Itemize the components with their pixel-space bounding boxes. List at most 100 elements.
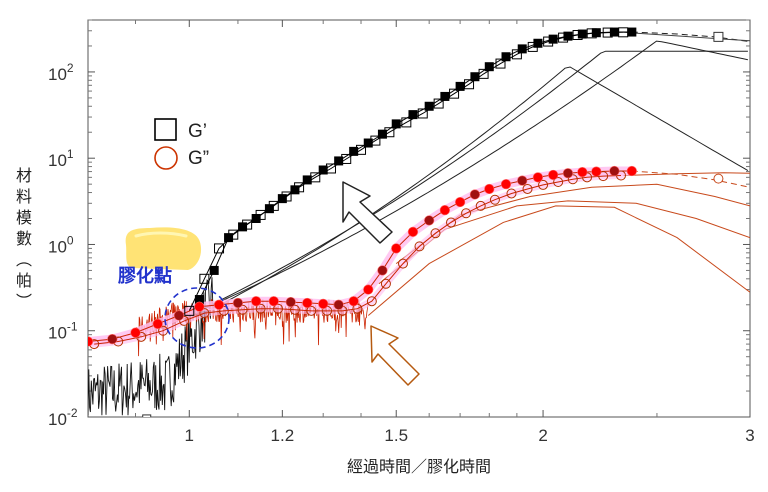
gel-blob-icon	[125, 227, 202, 270]
loss-point-filled	[363, 284, 374, 295]
storage-point-open	[228, 229, 239, 240]
loss-point-filled	[626, 165, 637, 177]
loss-point-open	[255, 303, 266, 314]
storage-point-open	[341, 153, 352, 164]
x-tick-label: 3	[745, 426, 754, 445]
loss-point-filled	[173, 310, 185, 321]
storage-point-filled	[318, 165, 328, 175]
loss-point-filled	[285, 296, 296, 308]
loss-point-filled	[348, 296, 359, 307]
loss-point-filled	[302, 297, 313, 309]
loss-point-filled	[455, 196, 466, 208]
loss-point-filled	[232, 297, 244, 309]
x-tick-label: 1.5	[384, 426, 408, 445]
storage-point-open	[281, 191, 292, 202]
loss-point-open	[430, 228, 441, 239]
loss-point-filled	[194, 301, 205, 312]
loss-point-filled	[517, 175, 528, 186]
storage-point-open	[478, 68, 489, 79]
loss-point-filled	[577, 167, 588, 178]
loss-point-open	[199, 308, 210, 319]
loss-point-filled	[130, 327, 141, 338]
y-tick-label: 10-1	[48, 320, 78, 343]
storage-point-filled	[455, 81, 465, 91]
storage-point-filled	[349, 146, 359, 156]
storage-point-open	[433, 98, 444, 109]
loss-point-open	[289, 304, 300, 315]
loss-point-filled	[532, 172, 544, 183]
storage-point-open	[384, 127, 395, 138]
loss-end-marker	[713, 173, 724, 184]
loss-point-filled	[424, 215, 435, 226]
loss-point-open	[306, 305, 317, 316]
y-axis-title: 材料模數︵帕︶	[16, 166, 32, 311]
loss-point-filled	[391, 243, 402, 254]
loss-point-open	[522, 183, 533, 194]
model-curve-storage	[189, 50, 748, 316]
loss-point-open	[489, 194, 500, 205]
storage-point-open	[199, 273, 210, 284]
gel-point-circle	[164, 287, 230, 349]
storage-point-filled	[609, 27, 619, 37]
model-curve-loss-dashed	[631, 170, 750, 188]
loss-point-filled	[107, 333, 118, 345]
storage-point-open	[464, 79, 475, 90]
loss-line-2	[94, 175, 622, 345]
storage-point-filled	[548, 34, 558, 44]
loss-point-filled	[251, 296, 262, 307]
loss-point-open	[414, 241, 425, 252]
storage-point-filled	[533, 38, 543, 48]
loss-point-open	[538, 179, 549, 190]
storage-point-filled	[408, 110, 418, 120]
model-curve-upper	[623, 31, 750, 42]
loss-point-open	[273, 303, 284, 314]
legend-label-loss: G”	[188, 148, 209, 169]
storage-point-open	[449, 88, 460, 99]
legend: G’ G”	[154, 118, 209, 170]
y-tick-label: 100	[48, 233, 74, 256]
model-curve-storage	[199, 66, 749, 316]
storage-point-open	[495, 58, 506, 69]
loss-point-open	[553, 176, 564, 187]
storage-point-filled	[377, 129, 387, 139]
storage-point-open	[602, 27, 613, 38]
storage-point-filled	[334, 156, 344, 166]
storage-point-open	[543, 36, 554, 47]
x-tick-label: 2	[538, 426, 547, 445]
y-tick-labels: 10-2 10-1 100 101 102	[48, 61, 78, 429]
storage-point-open	[214, 243, 225, 254]
storage-point-open	[401, 117, 412, 128]
storage-point-open	[618, 27, 629, 38]
x-tick-label: 1.2	[271, 426, 295, 445]
storage-point-filled	[440, 91, 450, 101]
legend-label-storage: G’	[188, 121, 207, 142]
storage-line-1	[198, 31, 632, 300]
loss-point-open	[179, 315, 190, 326]
loss-point-filled	[407, 226, 419, 237]
storage-point-open	[417, 108, 428, 119]
y-tick-label: 101	[48, 147, 74, 170]
loss-point-filled	[548, 169, 559, 181]
storage-point-filled	[363, 138, 373, 148]
loss-point-filled	[377, 265, 388, 276]
storage-point-open	[325, 163, 336, 174]
x-tick-labels: 1 1.2 1.5 2 3	[185, 426, 755, 445]
loss-point-open	[237, 304, 248, 315]
x-axis-title: 經過時間／膠化時間	[347, 457, 491, 476]
storage-point-open	[527, 41, 538, 52]
storage-point-filled	[391, 119, 401, 129]
loss-point-filled	[88, 336, 94, 347]
storage-point-open	[586, 28, 597, 39]
loss-point-filled	[439, 205, 450, 216]
y-tick-label: 102	[48, 61, 74, 84]
axis-ticks	[88, 19, 751, 418]
loss-point-filled	[152, 318, 163, 330]
storage-point-open	[242, 219, 253, 230]
loss-arrow-icon	[370, 325, 420, 386]
storage-point-filled	[470, 72, 480, 82]
model-curves	[189, 31, 750, 316]
loss-point-filled	[213, 299, 225, 310]
series-markers	[88, 27, 724, 417]
storage-point-open	[268, 200, 279, 211]
loss-point-open	[475, 200, 486, 211]
